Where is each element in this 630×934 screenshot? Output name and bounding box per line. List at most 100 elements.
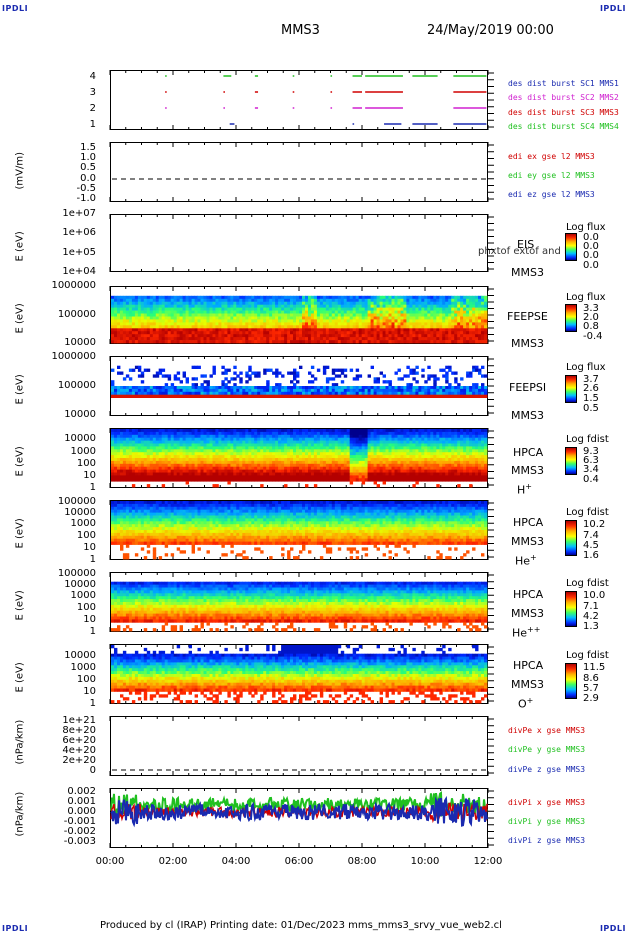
hpca-h-cb-tick: 6.3: [583, 455, 599, 466]
feepse-cell: [325, 319, 330, 323]
hpca-he2-species-charge: ++: [527, 625, 541, 634]
feepse-cell: [478, 322, 482, 326]
feepsi-cell: [173, 388, 178, 393]
feepsi-cell: [418, 391, 422, 396]
hpca-h-cell: [316, 429, 321, 433]
hpca-h-cell: [143, 460, 148, 465]
feepse-cell: [313, 307, 318, 311]
hpca-h-cell: [302, 472, 306, 476]
feepse-cell: [281, 340, 285, 344]
hpca-h-cell: [206, 455, 210, 459]
hpca-h-cell: [331, 446, 336, 450]
hpca-h-cell: [122, 475, 127, 479]
feepsi-cell: [406, 365, 410, 369]
hpca-h-cell: [251, 437, 255, 441]
hpca-h-cell: [170, 472, 175, 476]
feepse-cell: [436, 340, 440, 344]
hpca-h-cell: [337, 478, 342, 482]
feepse-cell: [313, 322, 318, 326]
hpca-h-cell: [275, 429, 279, 433]
hpca-h-cell: [239, 429, 243, 433]
feepsi-cell: [409, 368, 413, 372]
hpca-h-cell: [302, 429, 306, 433]
feepsi-cell: [254, 391, 258, 396]
date-title: 24/May/2019 00:00: [427, 23, 554, 38]
hpca-h-cell: [299, 455, 303, 459]
hpca-h-cell: [278, 429, 282, 433]
divpi-ytick: 0.001: [67, 796, 96, 807]
feepsi-cell: [463, 394, 467, 398]
feepse-cell: [394, 295, 398, 300]
feepse-cell: [451, 328, 455, 332]
feepse-cell: [203, 307, 207, 311]
feepsi-cell: [263, 386, 267, 390]
feepse-cell: [269, 325, 273, 329]
feepse-cell: [200, 319, 204, 323]
hpca-h-cell: [266, 460, 270, 465]
hpca-h-cell: [111, 446, 115, 450]
feepsi-cell: [334, 391, 339, 396]
feepsi-cell: [439, 391, 443, 396]
hpca-h-cell: [149, 437, 154, 441]
hpca-h-cell: [182, 475, 186, 479]
feepse-cell: [125, 307, 130, 311]
feepse-cell: [478, 298, 482, 303]
feepsi-cell: [191, 388, 195, 393]
hpca-h-cell: [125, 475, 130, 479]
feepsi-cell: [352, 377, 357, 381]
hpca-h-cell: [143, 475, 148, 479]
hpca-he-ytick: 10000: [64, 507, 96, 518]
hpca-h-cell: [114, 460, 118, 465]
hpca-h-cell: [206, 466, 210, 470]
hpca-h-cell: [325, 434, 330, 439]
hpca-h-cell: [209, 452, 213, 456]
feepse-cell: [134, 340, 139, 344]
hpca-h-cell: [227, 449, 231, 453]
feepsi-cell: [358, 386, 363, 390]
hpca-h-cell: [328, 460, 333, 465]
hpca-h-cell: [308, 431, 312, 436]
feepsi-cell: [445, 377, 449, 381]
feepsi-cell: [149, 391, 154, 396]
feepsi-cell: [379, 391, 383, 396]
feepse-cell: [403, 316, 407, 320]
feepse-cell: [191, 295, 195, 300]
feepse-cell: [263, 304, 267, 308]
hpca-h-cell: [278, 475, 282, 479]
hpca-h-cell: [239, 443, 243, 447]
feepsi-cell: [206, 386, 210, 390]
hpca-h-cell: [176, 472, 181, 476]
hpca-h-cell: [111, 472, 115, 476]
feepse-cell: [367, 313, 371, 317]
feepse-cell: [445, 328, 449, 332]
feepse-cell: [299, 331, 303, 335]
feepse-cell: [158, 337, 163, 341]
feepse-cell: [445, 340, 449, 344]
hpca-h-cell: [170, 446, 175, 450]
time-tick: 12:00: [473, 856, 503, 867]
feepse-cell: [457, 319, 461, 323]
hpca-h-cell: [188, 437, 192, 441]
feepsi-cell: [152, 394, 157, 398]
feepse-cell: [313, 313, 318, 317]
feepse-cell: [310, 301, 315, 305]
hpca-h-cell: [164, 469, 169, 473]
feepsi-cell: [179, 386, 183, 390]
feepse-cell: [251, 325, 255, 329]
feepse-cell: [361, 328, 366, 332]
feepse-cell: [230, 328, 234, 332]
hpca-h-cell: [224, 449, 228, 453]
feepse-cell: [120, 313, 124, 317]
feepse-cell: [194, 331, 198, 335]
feepsi-cell: [308, 394, 312, 398]
feepse-cell: [269, 337, 273, 341]
hpca-h-cell: [185, 449, 189, 453]
feepse-cell: [367, 328, 371, 332]
feepse-cell: [254, 322, 258, 326]
feepsi-cell: [254, 371, 258, 375]
feepse-cell: [433, 319, 437, 323]
feepsi-cell: [451, 386, 455, 390]
hpca-h-cell: [233, 429, 237, 433]
hpca-h-cell: [143, 452, 148, 456]
feepse-cell: [212, 334, 216, 338]
